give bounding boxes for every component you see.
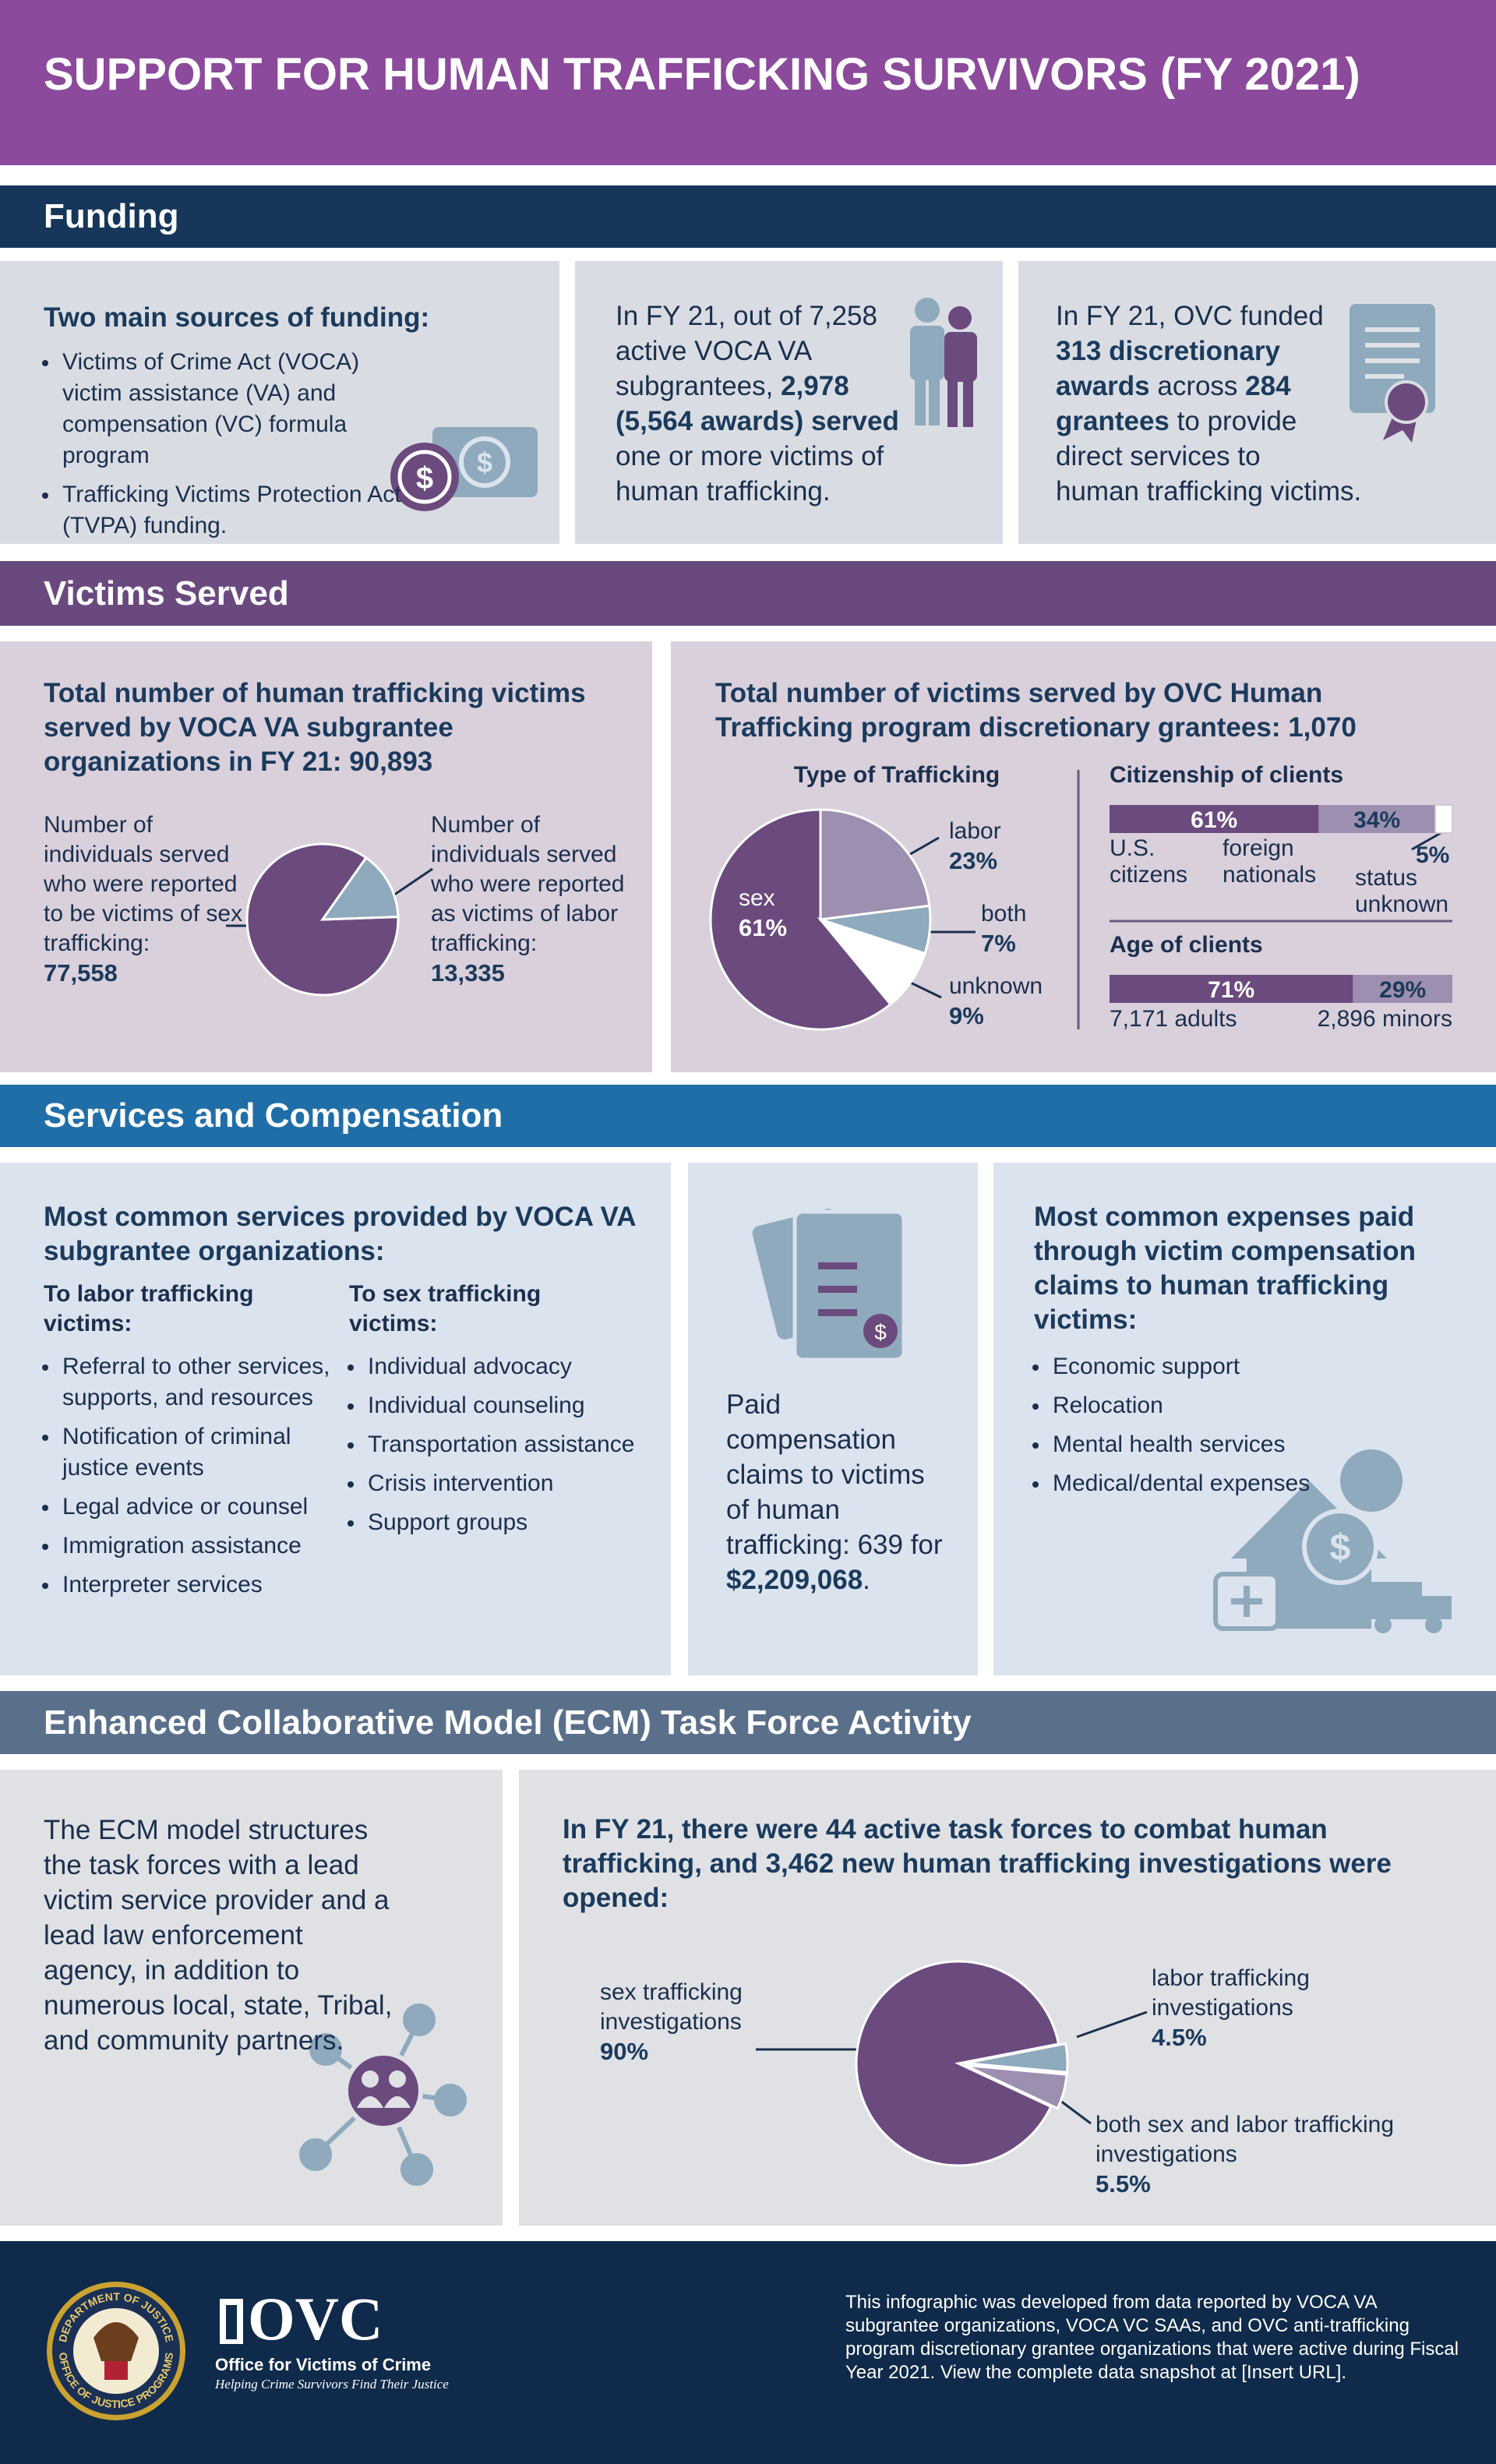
value-label: 77,558 [44,959,118,987]
text: one or more victims of human trafficking… [616,441,884,507]
pie-label: Number of individuals served who were re… [44,810,248,988]
list-item: Medical/dental expenses [1031,1468,1327,1499]
list-item: Individual counseling [346,1390,642,1421]
text-bold: 284 grantees [1056,371,1291,436]
value-label: 13,335 [431,959,505,987]
text: across [1149,371,1246,401]
bullet-list: Referral to other services, supports, an… [41,1351,337,1608]
value-label: 7% [981,930,1016,957]
list-item: Crisis intervention [346,1468,642,1499]
list-item: Trafficking Victims Protection Act (TVPA… [41,479,415,542]
bullet-list: Economic support Relocation Mental health … [1031,1351,1327,1507]
value-label: 5.5% [1096,2170,1151,2197]
category-label: labor [949,818,1001,844]
legend-label: status unknown [1355,865,1449,917]
spacer [1340,298,1484,447]
text: In FY 21, OVC funded [1056,301,1324,331]
category-label: labor trafficking investigations [1152,1965,1310,2021]
list-item: Legal advice or counsel [41,1491,337,1523]
panel-text: In FY 21, out of 7,258 active VOCA VA su… [616,298,912,509]
pie-label: sex 61% [739,884,787,943]
pie-label: labor 23% [949,817,1001,876]
category-label: sex trafficking investigations [600,1979,743,2035]
section-heading: Enhanced Collaborative Model (ECM) Task … [0,1691,1496,1754]
chart-title: In FY 21, there were 44 active task forc… [563,1814,1392,1913]
logo-tagline: Helping Crime Survivors Find Their Justi… [215,2377,449,2392]
panel-text: The ECM model structures the task forces… [44,1815,393,2056]
chart-title: Citizenship of clients [1110,762,1344,788]
list-item: Support groups [346,1507,642,1538]
bullet-list: Victims of Crime Act (VOCA) victim assis… [41,347,415,549]
value-label: 23% [949,847,998,874]
value-label: 61% [739,914,788,941]
list-item: Economic support [1031,1351,1327,1382]
category-label: unknown [949,973,1043,999]
panel-text: In FY 21, OVC funded 313 discretionary a… [1056,298,1484,509]
text-bold: $2,209,068 [726,1565,863,1595]
panel-title: Most common services provided by VOCA VA… [44,1202,636,1266]
list-item: Referral to other services, supports, an… [41,1351,337,1414]
chart-title: Type of Trafficking [793,762,1000,788]
section-heading: Funding [0,185,1496,248]
column-title: To sex trafficking victims: [349,1281,542,1336]
pie-label: both sex and labor trafficking investiga… [1096,2110,1407,2199]
category-label: Number of individuals served who were re… [431,812,625,956]
pie-label: sex trafficking investigations 90% [600,1978,779,2067]
text-bold: 2,978 (5,564 awards) served [616,371,899,436]
value-label: 9% [949,1002,984,1029]
value-label: 90% [600,2038,649,2065]
list-item: Relocation [1031,1390,1327,1421]
logo-name: Office for Victims of Crime [215,2355,432,2374]
chart-title: Age of clients [1110,932,1263,958]
page-title: SUPPORT FOR HUMAN TRAFFICKING SURVIVORS … [44,49,1360,100]
panel-title: Two main sources of funding: [44,302,430,333]
list-item: Notification of criminal justice events [41,1421,337,1484]
disclaimer: This infographic was developed from data… [845,2292,1459,2383]
legend-label: U.S. citizens [1110,835,1188,888]
panel-text: Paid compensation claims to victims of h… [726,1387,952,1597]
section-heading: Victims Served [0,561,1496,626]
legend-label: 7,171 adults [1110,1006,1237,1032]
category-label: sex [739,885,775,911]
pie-label: both 7% [981,899,1026,958]
text: to provide direct services to human traf… [1056,406,1362,507]
text: Paid compensation claims to victims of h… [726,1389,943,1560]
category-label: Number of individuals served who were re… [44,812,243,956]
column-title: To labor trafficking victims: [44,1281,254,1336]
list-item: Individual advocacy [346,1351,642,1382]
pie-label: labor trafficking investigations 4.5% [1152,1964,1346,2053]
text-bold: 313 discretionary awards [1056,336,1280,401]
value-label: 4.5% [1152,2024,1207,2051]
section-title: Total number of victims served by OVC Hu… [715,678,1357,743]
logo-text: OVC [248,2285,383,2353]
pie-label: Number of individuals served who were re… [431,810,626,988]
pie-label: unknown 9% [949,972,1043,1031]
header-band [0,0,1496,165]
text: In FY 21, out of 7,258 active VOCA VA su… [616,301,877,401]
bullet-list: Individual advocacy Individual counseling… [346,1351,642,1546]
legend-label: 2,896 minors [1317,1006,1452,1032]
text: . [863,1565,870,1595]
category-label: both sex and labor trafficking investiga… [1096,2112,1395,2167]
list-item: Immigration assistance [41,1530,337,1562]
list-item: Mental health services [1031,1429,1327,1460]
category-label: both [981,901,1027,927]
section-heading: Services and Compensation [0,1085,1496,1147]
panel [0,1163,671,1675]
chart-title: Total number of human trafficking victim… [44,678,586,777]
list-item: Victims of Crime Act (VOCA) victim assis… [41,347,415,471]
legend-label: foreign nationals [1223,835,1317,888]
panel-title: Most common expenses paid through victim… [1034,1202,1417,1335]
footer-band [0,2241,1496,2464]
list-item: Interpreter services [41,1569,337,1601]
list-item: Transportation assistance [346,1429,642,1460]
